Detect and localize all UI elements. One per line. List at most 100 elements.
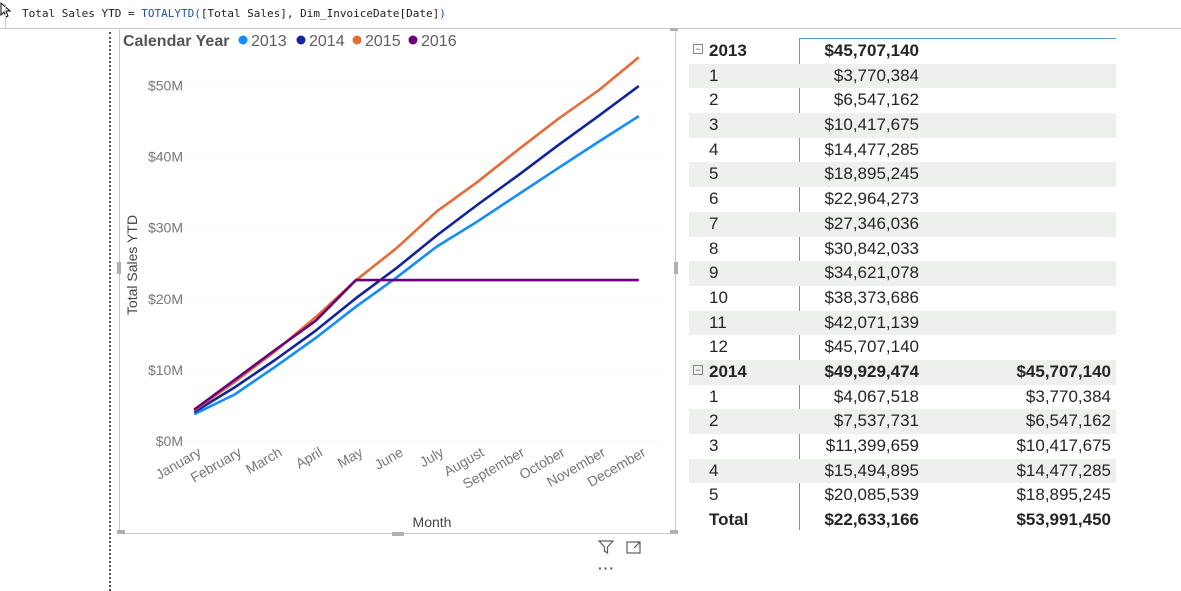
- table-row[interactable]: 12 $45,707,140: [689, 335, 1116, 360]
- total-sales-ytd-cell: $49,929,474: [824, 361, 919, 381]
- total-sales-ytd-cell: $45,707,140: [824, 337, 919, 357]
- table-row[interactable]: 3 $10,417,675: [689, 113, 1116, 138]
- collapse-toggle-icon[interactable]: −: [693, 364, 703, 375]
- table-row[interactable]: 11 $42,071,139: [689, 310, 1116, 336]
- table-row[interactable]: 1 $4,067,518 $3,770,384: [689, 385, 1116, 410]
- collapse-toggle-icon[interactable]: −: [693, 44, 703, 54]
- table-row[interactable]: 10 $38,373,686: [689, 286, 1116, 311]
- row-label: 5: [709, 485, 719, 505]
- total-sales-ytd-cell: $4,067,518: [833, 386, 919, 406]
- row-label: 2013: [709, 41, 747, 60]
- prior-year-ytd-cell: $45,707,140: [1016, 361, 1111, 381]
- dax-formula-text[interactable]: Total Sales YTD = TOTALYTD([Total Sales]…: [22, 7, 446, 20]
- filter-icon[interactable]: [597, 540, 615, 559]
- row-label: 1: [709, 386, 719, 406]
- series-line-2013[interactable]: [193, 115, 640, 416]
- x-tick-label: June: [371, 444, 405, 473]
- table-row[interactable]: 9 $34,621,078: [689, 261, 1116, 286]
- x-axis-title: Month: [413, 514, 452, 530]
- visual-header-icons: ···: [597, 540, 678, 576]
- total-sales-ytd-cell: $34,621,078: [824, 263, 919, 283]
- x-tick-label: March: [243, 444, 285, 477]
- row-label: 10: [709, 287, 728, 307]
- formula-close: ): [439, 7, 446, 20]
- formula-bar[interactable]: Total Sales YTD = TOTALYTD([Total Sales]…: [0, 0, 1181, 29]
- formula-arg1: [Total Sales]: [200, 7, 287, 20]
- table-group-row[interactable]: −2014 $49,929,474 $45,707,140: [689, 359, 1116, 385]
- legend-item-2013[interactable]: 2013: [251, 33, 287, 50]
- table-header-line: [799, 38, 1116, 39]
- resize-handle-bottom-left[interactable]: [117, 530, 125, 534]
- series-line-2014[interactable]: [193, 84, 640, 414]
- row-label: 4: [709, 139, 719, 159]
- table-row[interactable]: 2 $6,547,162: [689, 88, 1116, 113]
- legend-marker-2016-icon: [408, 35, 418, 45]
- prior-year-ytd-cell: $6,547,162: [1025, 411, 1111, 431]
- y-tick-label: $30M: [148, 220, 183, 236]
- table-row[interactable]: 4 $15,494,895 $14,477,285: [689, 458, 1116, 484]
- total-sales-ytd-cell: $45,707,140: [824, 41, 919, 60]
- table-row[interactable]: 6 $22,964,273: [689, 187, 1116, 212]
- chart-series-lines: [193, 56, 640, 416]
- row-label: 2014: [709, 361, 747, 381]
- x-tick-label: May: [334, 444, 365, 471]
- legend-marker-2015-icon: [352, 35, 362, 45]
- table-group-row[interactable]: −2013 $45,707,140: [689, 39, 1116, 64]
- total-sales-ytd-cell: $10,417,675: [824, 115, 919, 135]
- page-boundary-line: [109, 32, 111, 591]
- row-label: 3: [709, 436, 719, 455]
- row-label: 8: [709, 238, 719, 258]
- total-sales-ytd-cell: $14,477,285: [824, 139, 919, 159]
- row-label: Total: [709, 510, 749, 530]
- matrix-table: −2013 $45,707,140 1 $3,770,384 2 $6,547,162 3 $…: [689, 38, 1116, 533]
- total-sales-ytd-cell: $3,770,384: [833, 65, 919, 85]
- table-row[interactable]: 5 $18,895,245: [689, 162, 1116, 188]
- table-row[interactable]: 7 $27,346,036: [689, 211, 1116, 237]
- legend-item-2014[interactable]: 2014: [309, 33, 345, 50]
- series-line-2016[interactable]: [193, 278, 639, 411]
- chart-legend: Calendar Year 2013 2014 2015 2016: [123, 33, 457, 50]
- measure-name: Total Sales YTD =: [22, 7, 142, 20]
- table-row[interactable]: 3 $11,399,659 $10,417,675: [689, 434, 1116, 459]
- total-sales-ytd-cell: $15,494,895: [824, 460, 919, 480]
- series-line-2015[interactable]: [193, 56, 640, 412]
- row-label: 5: [709, 164, 719, 184]
- table-row[interactable]: 8 $30,842,033: [689, 237, 1116, 262]
- more-options-icon[interactable]: ···: [598, 559, 615, 576]
- legend-item-2016[interactable]: 2016: [421, 33, 457, 50]
- table-total-row[interactable]: Total $22,633,166 $53,991,450: [689, 508, 1116, 533]
- focus-mode-icon[interactable]: [626, 540, 642, 559]
- formula-bar-divider: [5, 4, 6, 28]
- resize-handle-bottom[interactable]: [392, 532, 404, 536]
- total-sales-ytd-cell: $30,842,033: [824, 238, 919, 258]
- resize-handle-top-right[interactable]: [670, 28, 678, 31]
- row-label: 3: [709, 115, 719, 135]
- total-sales-ytd-cell: $20,085,539: [824, 485, 919, 505]
- x-tick-label: April: [293, 444, 325, 472]
- row-label: 7: [709, 213, 719, 233]
- resize-handle-bottom-right[interactable]: [670, 530, 678, 534]
- row-label: 4: [709, 460, 719, 480]
- formula-sep: ,: [286, 7, 301, 20]
- table-row[interactable]: 4 $14,477,285: [689, 138, 1116, 163]
- y-tick-label: $40M: [148, 149, 183, 165]
- resize-handle-right[interactable]: [674, 262, 678, 274]
- table-row[interactable]: 1 $3,770,384: [689, 63, 1116, 89]
- formula-arg2: Dim_InvoiceDate[Date]: [300, 7, 440, 20]
- total-sales-ytd-cell: $42,071,139: [824, 312, 919, 332]
- row-label: 12: [709, 337, 728, 357]
- total-sales-ytd-cell: $11,399,659: [825, 436, 919, 455]
- resize-handle-left[interactable]: [117, 262, 121, 274]
- row-label: 6: [709, 189, 719, 209]
- total-sales-ytd-cell: $38,373,686: [824, 287, 919, 307]
- y-axis-title: Total Sales YTD: [124, 215, 140, 315]
- table-row[interactable]: 2 $7,537,731 $6,547,162: [689, 409, 1116, 434]
- mouse-cursor-icon: [0, 2, 12, 18]
- y-tick-label: $0M: [156, 433, 183, 449]
- total-sales-ytd-cell: $27,346,036: [824, 213, 919, 233]
- table-row[interactable]: 5 $20,085,539 $18,895,245: [689, 483, 1116, 508]
- row-label: 2: [709, 90, 719, 110]
- legend-item-2015[interactable]: 2015: [365, 33, 401, 50]
- chart-gridlines: [174, 85, 659, 442]
